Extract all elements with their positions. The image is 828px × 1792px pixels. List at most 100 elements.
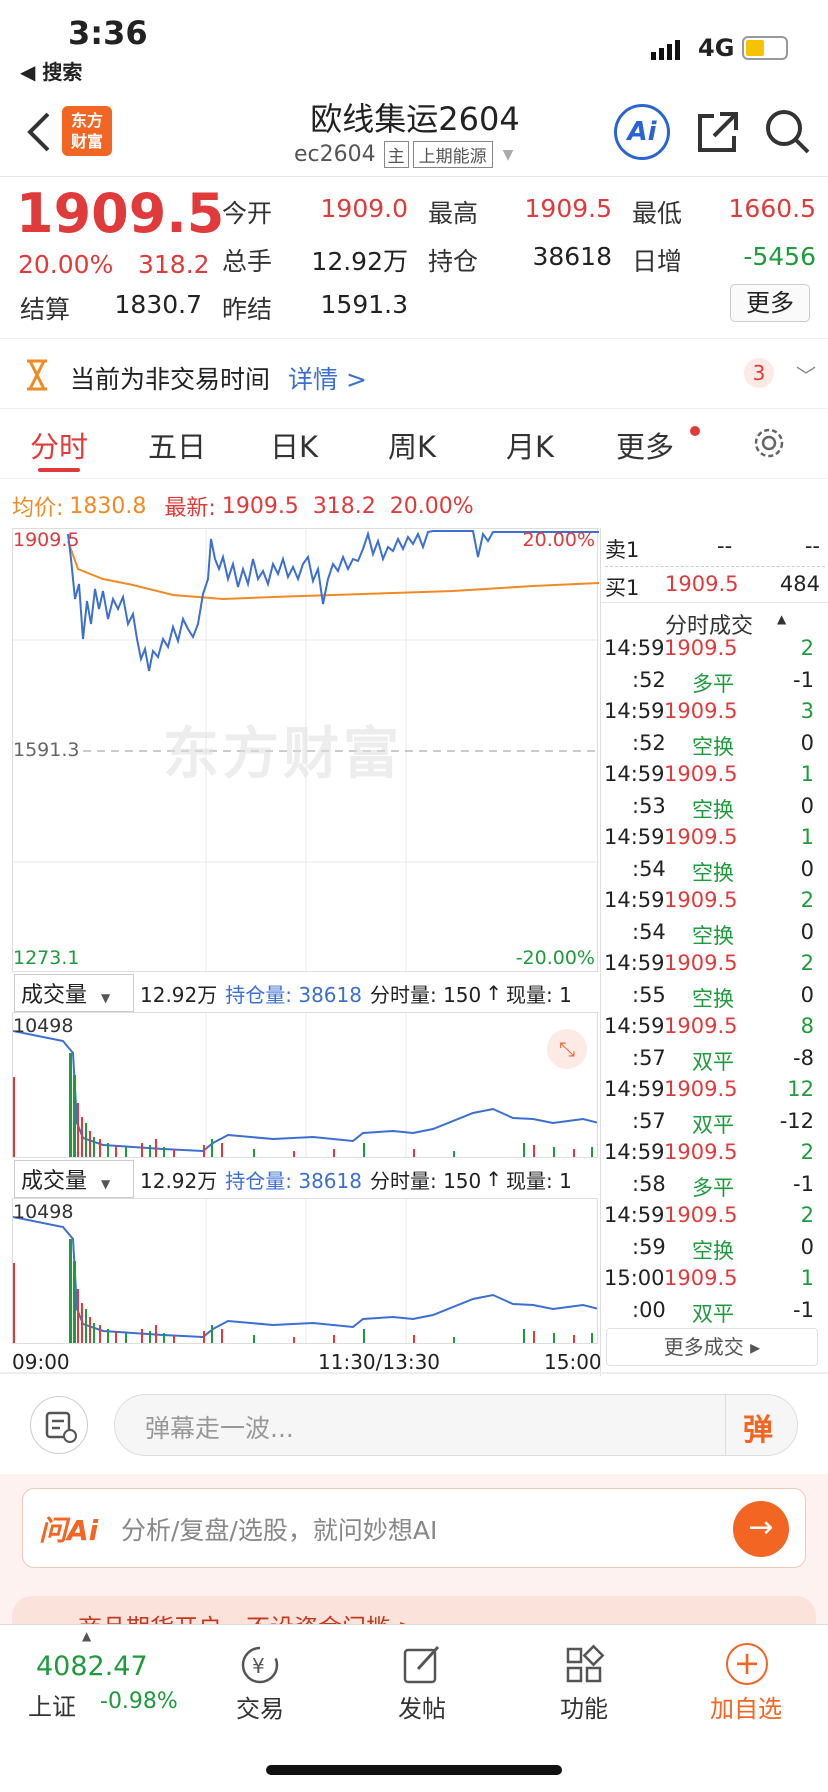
intraday-price-chart[interactable]: 东方财富 1909.5 20.00% 1591.3 1273.1 -20.00%: [12, 528, 599, 973]
back-to-app-link[interactable]: ◀ 搜索: [20, 60, 83, 84]
post-icon[interactable]: [400, 1643, 444, 1687]
trade-row: :55 空换 0: [602, 983, 820, 1014]
tab-five-day[interactable]: 五日: [148, 430, 207, 464]
trade-row: :57 双平 -12: [602, 1109, 820, 1140]
volume-max-label: 10498: [13, 1201, 74, 1223]
add-watchlist-icon[interactable]: +: [726, 1643, 768, 1685]
indicator-select-2[interactable]: 成交量 ▼: [14, 1160, 134, 1198]
trade-price: 1909.5: [664, 1203, 738, 1227]
chevron-down-icon: ▼: [101, 1177, 111, 1191]
divider: [725, 1395, 726, 1455]
function-grid-icon[interactable]: [562, 1643, 606, 1687]
oi-text: 持仓量: 38618: [225, 982, 362, 1007]
trade-time: :52: [632, 667, 666, 692]
ai-icon[interactable]: Ai: [614, 104, 670, 160]
axis-bottom-price: 1273.1: [13, 947, 80, 969]
trade-time: 14:59: [604, 699, 665, 723]
trade-time: 14:59: [604, 888, 665, 912]
notice-detail-link[interactable]: 详情 >: [288, 365, 367, 394]
axis-mid-price: 1591.3: [13, 739, 80, 761]
hourglass-icon: [24, 358, 50, 392]
trade-time: :58: [632, 1171, 666, 1196]
tab-monthly-k[interactable]: 月K: [506, 430, 555, 464]
trade-volume: 0: [800, 982, 814, 1007]
oi-label: 持仓: [428, 247, 479, 276]
latest-value: 1909.5: [221, 493, 299, 519]
chevron-down-icon[interactable]: ▼: [502, 146, 514, 163]
orderbook-panel: 卖1 -- -- 买1 1909.5 484 分时成交 ▲: [600, 528, 828, 1376]
pct-change: 20.00%: [18, 250, 114, 279]
main-contract-badge: 主: [383, 141, 409, 168]
trade-row: :57 双平 -8: [602, 1046, 820, 1077]
ai-search-box[interactable]: 问Ai 分析/复盘/选股，就问妙想AI →: [22, 1488, 806, 1568]
latest-pct: 20.00%: [389, 493, 474, 519]
notice-count-badge: 3: [744, 358, 774, 388]
up-arrow-icon: ↑: [485, 1167, 503, 1191]
search-icon[interactable]: [764, 106, 812, 156]
divider: [0, 478, 828, 479]
settings-gear-icon[interactable]: [752, 426, 786, 460]
bid1-label: 买1: [605, 576, 640, 600]
high-value: 1909.5: [524, 194, 612, 223]
up-arrow-icon: ↑: [485, 981, 503, 1005]
trade-time: :57: [632, 1108, 666, 1133]
divider: [605, 566, 825, 567]
volume-chart-2[interactable]: 10498: [12, 1198, 598, 1344]
settle-value: 1830.7: [114, 290, 202, 319]
trade-volume: 3: [800, 699, 814, 723]
trade-volume: -1: [793, 1297, 814, 1322]
nav-function-label[interactable]: 功能: [560, 1695, 608, 1723]
barrage-toggle-icon[interactable]: [30, 1396, 88, 1454]
collapse-up-icon[interactable]: ▲: [82, 1629, 92, 1643]
volume-max-label: 10498: [13, 1015, 74, 1037]
active-tab-indicator: [38, 468, 80, 472]
trade-time: 14:59: [604, 762, 665, 786]
tab-daily-k[interactable]: 日K: [270, 430, 319, 464]
more-trades-button[interactable]: 更多成交 ▸: [606, 1328, 818, 1366]
index-value[interactable]: 4082.47: [36, 1651, 148, 1682]
nav-post-label[interactable]: 发帖: [398, 1695, 446, 1723]
nav-add-watchlist-label[interactable]: 加自选: [710, 1695, 782, 1723]
trade-icon[interactable]: ¥: [238, 1643, 282, 1687]
more-quote-button[interactable]: 更多: [730, 284, 810, 322]
bottom-nav: ▲ 4082.47 上证 -0.98% ¥ 交易 发帖 功能 + 加自选: [0, 1624, 828, 1792]
indicator-select-1[interactable]: 成交量 ▼: [14, 974, 134, 1012]
volume-header-2: 成交量 ▼ 12.92万 持仓量: 38618 分时量: 150 ↑ 现量: 1: [14, 1160, 572, 1198]
tab-more[interactable]: 更多: [616, 430, 675, 464]
back-icon[interactable]: [24, 108, 54, 156]
trade-volume: 2: [800, 636, 814, 660]
trade-row: 14:59 1909.5 1: [602, 762, 820, 793]
trade-row: 14:59 1909.5 2: [602, 1140, 820, 1171]
nav-trade-label[interactable]: 交易: [236, 1695, 284, 1723]
barrage-placeholder: 弹幕走一波...: [145, 1414, 294, 1443]
share-icon[interactable]: [694, 108, 742, 156]
ai-placeholder: 分析/复盘/选股，就问妙想AI: [121, 1516, 438, 1545]
trade-volume: 0: [800, 730, 814, 755]
current-volume: 现量: 1: [506, 982, 572, 1007]
time-axis-end: 15:00: [544, 1350, 602, 1374]
tab-intraday[interactable]: 分时: [30, 430, 89, 464]
open-label: 今开: [222, 199, 273, 228]
ai-logo: 问Ai: [39, 1514, 99, 1547]
trade-volume: 0: [800, 1234, 814, 1259]
volume-chart-1[interactable]: 10498 ⤡: [12, 1012, 598, 1158]
open-value: 1909.0: [320, 194, 408, 223]
trade-time: :59: [632, 1234, 666, 1259]
trade-time: 14:59: [604, 636, 665, 660]
indicator-select-label: 成交量: [21, 983, 88, 1008]
expand-icon[interactable]: ⤡: [547, 1029, 587, 1069]
minute-volume: 分时量: 150: [369, 982, 482, 1007]
tab-weekly-k[interactable]: 周K: [388, 430, 437, 464]
indicator-select-label: 成交量: [21, 1169, 88, 1194]
chevron-down-icon[interactable]: ﹀: [796, 364, 816, 388]
trade-time: 14:59: [604, 951, 665, 975]
page-title: 欧线集运2604: [310, 100, 520, 138]
ai-submit-arrow-icon[interactable]: →: [733, 1501, 789, 1557]
trade-row: 14:59 1909.5 2: [602, 888, 820, 919]
send-barrage-button[interactable]: 弹: [743, 1413, 773, 1448]
trades-title[interactable]: 分时成交: [665, 614, 754, 639]
barrage-input[interactable]: 弹幕走一波... 弹: [114, 1394, 798, 1456]
trade-row: 15:00 1909.5 1: [602, 1266, 820, 1297]
trade-price: 1909.5: [664, 636, 738, 660]
status-time: 3:36: [68, 14, 148, 52]
